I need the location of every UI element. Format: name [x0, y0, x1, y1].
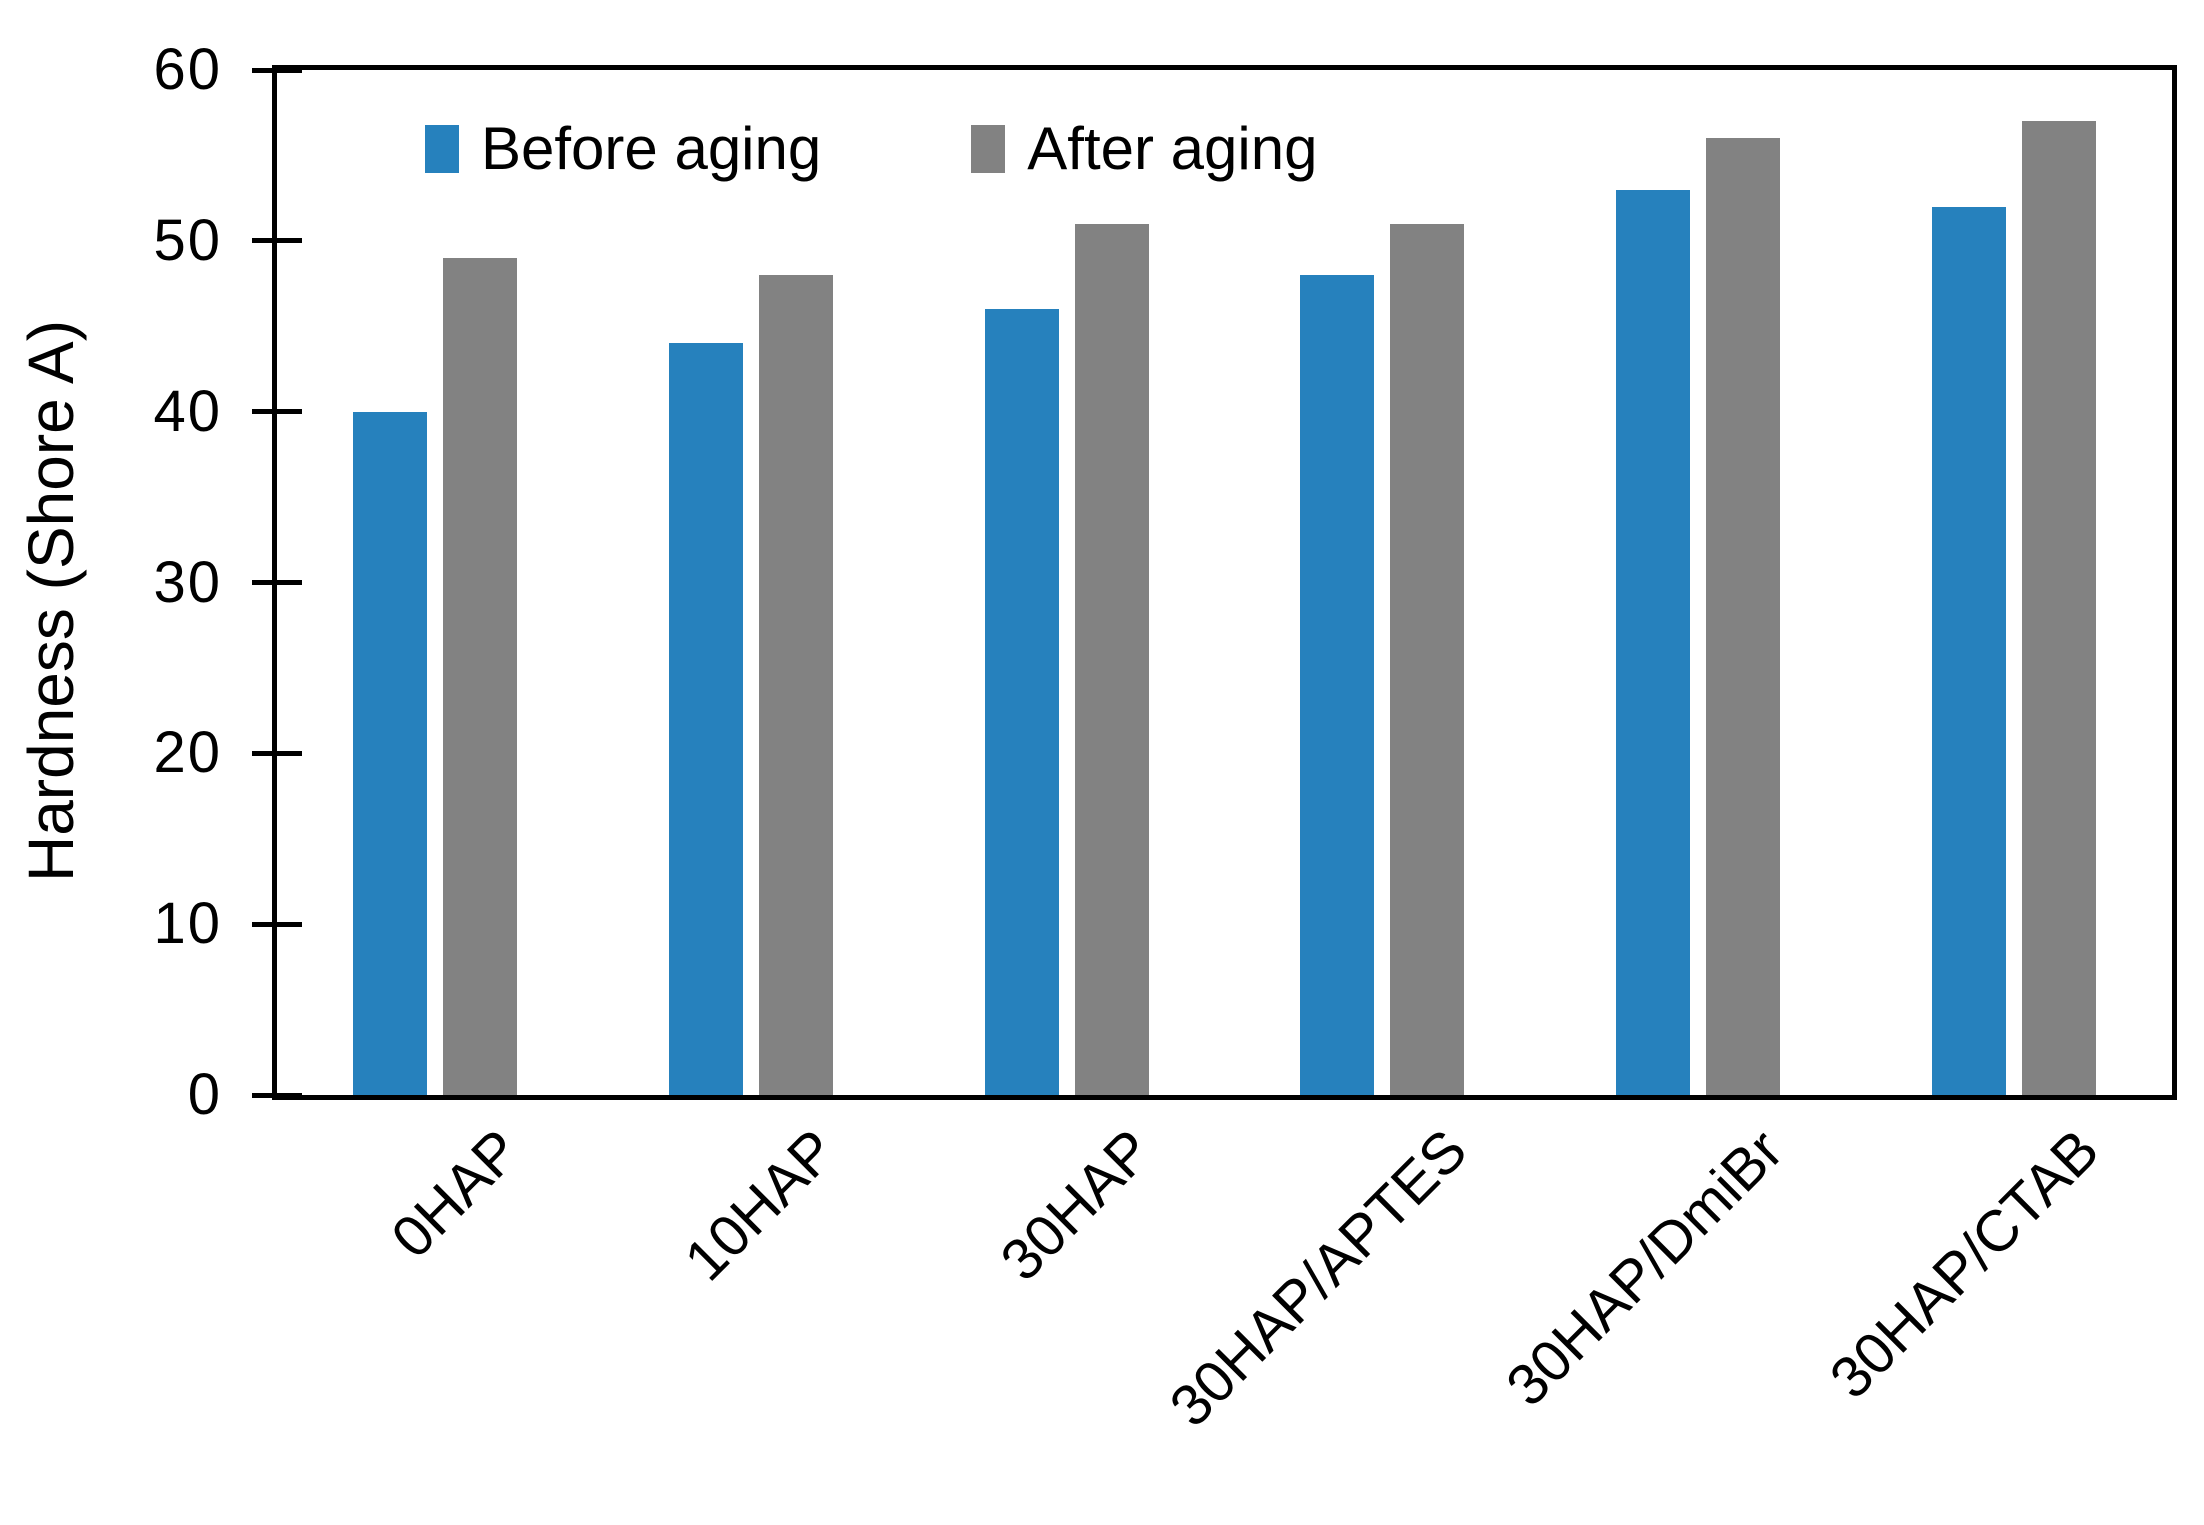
y-tick-label: 40 [153, 378, 222, 444]
bar-after-aging [442, 257, 517, 1095]
bar-after-aging [1706, 138, 1781, 1095]
y-tick-mark [252, 409, 302, 415]
bar-before-aging [984, 309, 1059, 1095]
y-tick-label: 0 [187, 1062, 222, 1127]
y-tick-mark [252, 238, 302, 244]
legend-swatch-icon [971, 125, 1006, 173]
bar-after-aging [1074, 223, 1149, 1095]
bar-before-aging [1300, 275, 1375, 1095]
bar-after-aging [758, 275, 833, 1095]
bar-before-aging [1616, 189, 1691, 1095]
legend-item: After aging [971, 116, 1317, 182]
y-tick-mark [252, 750, 302, 756]
legend-label: After aging [1027, 115, 1318, 182]
plot-area: Before aging After aging [272, 65, 2177, 1100]
y-tick-mark [252, 580, 302, 585]
bar-before-aging [352, 411, 427, 1095]
y-tick-label: 60 [153, 37, 222, 102]
y-tick-mark [252, 921, 302, 927]
bar-before-aging [668, 343, 743, 1095]
legend-label: Before aging [481, 115, 822, 182]
legend: Before aging After aging [425, 116, 1317, 182]
bar-before-aging [1932, 206, 2007, 1095]
legend-item: Before aging [425, 116, 821, 182]
y-tick-label: 10 [153, 891, 222, 957]
y-tick-label: 20 [153, 720, 222, 786]
bar-after-aging [1390, 223, 1465, 1095]
legend-swatch-icon [425, 125, 459, 173]
y-tick-mark [252, 67, 302, 73]
y-tick-label: 50 [153, 207, 222, 273]
y-tick-label: 30 [153, 549, 222, 615]
bar-after-aging [2022, 121, 2097, 1095]
